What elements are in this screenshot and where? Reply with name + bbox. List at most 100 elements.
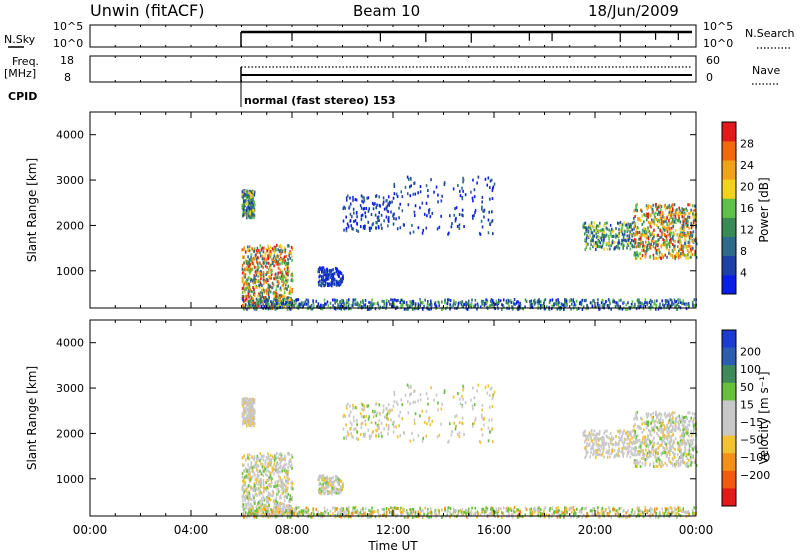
velocity-cell [352,406,354,410]
power-cell [273,302,275,306]
power-cell [600,245,603,249]
power-cell [551,304,553,308]
power-cell [283,255,286,259]
velocity-cell [331,487,334,491]
power-cell [683,228,685,232]
velocity-cell [666,463,668,467]
power-cell [267,244,269,248]
velocity-cell [243,416,246,420]
velocity-cell [409,439,412,443]
power-cell [496,303,499,307]
velocity-cell [289,464,291,468]
velocity-cell [364,435,366,439]
power-cell [348,205,351,209]
velocity-cell [251,455,253,459]
power-cell [621,232,624,236]
power-cell [338,283,341,287]
power-cell [269,255,272,259]
velocity-cell [348,413,351,417]
power-cell [250,300,252,304]
power-cell [320,281,323,285]
velocity-cell [598,448,600,452]
power-cell [247,262,249,266]
velocity-cell [594,434,597,438]
power-cell [582,223,585,227]
power-cell [267,283,270,287]
velocity-cell [617,453,620,457]
velocity-cell [286,495,288,499]
power-cell [476,307,478,311]
power-cell [481,225,484,229]
velocity-cell [678,424,680,428]
power-cell [674,255,676,259]
velocity-cell [672,446,675,450]
power-cell [647,206,649,210]
power-cell [248,215,250,219]
power-cell [622,236,625,240]
power-cell [277,266,280,270]
power-cell [517,305,519,309]
power-cell [544,307,546,311]
colorbar-tick-label: 16 [740,202,754,215]
power-cell [517,307,519,311]
power-cell [267,257,270,261]
velocity-cell [615,435,617,439]
velocity-cell [320,486,323,490]
velocity-cell [483,417,485,421]
velocity-cell [249,484,251,488]
velocity-cell [458,397,461,401]
velocity-cell [491,396,494,400]
power-cell [289,297,291,301]
velocity-cell [356,423,358,427]
velocity-cell [687,452,689,456]
velocity-cell [283,469,286,473]
velocity-cell [275,470,278,474]
power-cell [401,195,404,199]
power-cell [287,296,289,300]
velocity-cell [249,466,252,470]
velocity-cell [249,478,252,482]
velocity-cell [268,503,270,507]
power-cell [678,216,680,220]
power-cell [678,239,681,243]
power-cell [602,228,605,232]
velocity-cell [646,442,648,446]
power-cell [677,254,680,258]
power-cell [599,228,602,232]
power-cell [241,271,244,275]
power-cell [658,218,660,222]
velocity-cell [263,503,266,507]
power-cell [254,265,256,269]
velocity-cell [693,426,695,430]
velocity-cell [280,459,282,463]
velocity-cell [398,424,400,428]
velocity-cell [250,464,252,468]
power-cell [281,274,283,278]
power-cell [250,205,252,209]
power-cell [332,304,334,308]
power-cell [253,209,255,213]
power-cell [529,303,532,307]
power-cell [417,191,419,195]
power-cell [242,203,244,207]
velocity-cell [686,439,689,443]
velocity-cell [647,443,650,447]
velocity-cell [695,450,698,454]
power-cell [638,230,641,234]
power-cell [428,307,431,311]
velocity-cell [251,400,254,404]
power-cell [423,304,425,308]
power-cell [692,216,695,220]
power-cell [250,278,253,282]
power-cell [687,241,690,245]
power-cell [246,245,249,249]
velocity-cell [270,479,273,483]
velocity-cell [243,454,245,458]
velocity-cell [377,433,380,437]
power-cell [610,307,613,311]
power-cell [319,267,322,271]
power-cell [263,288,265,292]
power-cell [456,224,459,228]
velocity-cell [483,423,485,427]
power-cell [604,235,607,239]
